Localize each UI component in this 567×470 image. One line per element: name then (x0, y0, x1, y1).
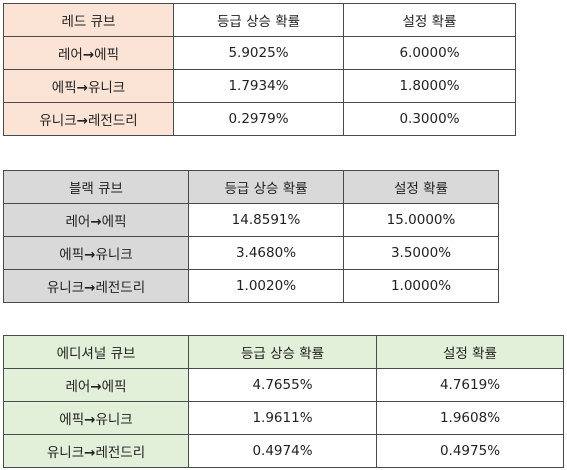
upgrade-rate-value: 1.0020% (188, 269, 344, 303)
tier-from: 에픽 (59, 412, 85, 428)
cube-name-cell: 블랙 큐브 (3, 170, 189, 204)
setting-rate-value: 0.3000% (343, 102, 516, 136)
upgrade-rate-value: 5.9025% (173, 36, 344, 70)
setting-rate-value: 15.0000% (343, 203, 499, 237)
upgrade-rate-value: 0.2979% (173, 102, 344, 136)
table-row: 레어→에픽 14.8591% 15.0000% (3, 203, 499, 237)
setting-rate-value: 0.4975% (376, 434, 564, 468)
tier-transition-cell: 에픽→유니크 (3, 236, 189, 270)
tier-transition-cell: 유니크→레전드리 (3, 102, 174, 136)
arrow-icon: → (82, 47, 95, 63)
upgrade-rate-value: 3.4680% (188, 236, 344, 270)
table-row: 유니크→레전드리 0.4974% 0.4975% (3, 434, 564, 468)
arrow-icon: → (84, 412, 96, 428)
arrow-icon: → (84, 445, 96, 461)
table-row: 유니크→레전드리 1.0020% 1.0000% (3, 269, 499, 303)
cube-name-cell: 레드 큐브 (3, 3, 174, 37)
tier-transition-cell: 에픽→유니크 (3, 69, 174, 103)
tier-to: 에픽 (94, 47, 119, 63)
table-header-row: 에디셔널 큐브 등급 상승 확률 설정 확률 (3, 335, 564, 369)
tier-from: 유니크 (39, 113, 77, 129)
setting-rate-value: 4.7619% (376, 368, 564, 402)
setting-rate-value: 3.5000% (343, 236, 499, 270)
tier-from: 에픽 (59, 247, 85, 263)
tier-transition-cell: 레어→에픽 (3, 203, 189, 237)
tier-from: 레어 (65, 214, 91, 230)
arrow-icon: → (90, 379, 102, 395)
tier-transition-cell: 레어→에픽 (3, 36, 174, 70)
tier-to: 유니크 (95, 412, 133, 428)
table-row: 레어→에픽 4.7655% 4.7619% (3, 368, 564, 402)
tier-to: 유니크 (95, 247, 133, 263)
setting-rate-header: 설정 확률 (343, 170, 499, 204)
upgrade-rate-value: 4.7655% (188, 368, 377, 402)
table-header-row: 블랙 큐브 등급 상승 확률 설정 확률 (3, 170, 499, 204)
tier-transition-cell: 유니크→레전드리 (3, 434, 189, 468)
arrow-icon: → (76, 113, 88, 129)
tier-from: 유니크 (46, 445, 85, 461)
setting-rate-value: 1.0000% (343, 269, 499, 303)
setting-rate-header: 설정 확률 (343, 3, 516, 37)
setting-rate-value: 6.0000% (343, 36, 516, 70)
upgrade-rate-header: 등급 상승 확률 (188, 170, 344, 204)
red-cube-table: 레드 큐브 등급 상승 확률 설정 확률 레어→에픽 5.9025% 6.000… (3, 3, 516, 136)
tier-to: 에픽 (101, 214, 127, 230)
table-row: 에픽→유니크 1.9611% 1.9608% (3, 401, 564, 435)
tier-to: 레전드리 (95, 445, 146, 461)
tier-to: 유니크 (87, 80, 126, 96)
upgrade-rate-value: 14.8591% (188, 203, 344, 237)
table-row: 레어→에픽 5.9025% 6.0000% (3, 36, 516, 70)
arrow-icon: → (84, 247, 96, 263)
setting-rate-header: 설정 확률 (376, 335, 564, 369)
upgrade-rate-header: 등급 상승 확률 (188, 335, 377, 369)
table-row: 에픽→유니크 3.4680% 3.5000% (3, 236, 499, 270)
cube-name-cell: 에디셔널 큐브 (3, 335, 189, 369)
tier-from: 유니크 (46, 280, 85, 296)
arrow-icon: → (90, 214, 102, 230)
tier-transition-cell: 유니크→레전드리 (3, 269, 189, 303)
table-row: 에픽→유니크 1.7934% 1.8000% (3, 69, 516, 103)
tier-from: 에픽 (51, 80, 77, 96)
upgrade-rate-header: 등급 상승 확률 (173, 3, 344, 37)
tier-from: 레어 (65, 379, 91, 395)
table-header-row: 레드 큐브 등급 상승 확률 설정 확률 (3, 3, 516, 37)
setting-rate-value: 1.8000% (343, 69, 516, 103)
table-row: 유니크→레전드리 0.2979% 0.3000% (3, 102, 516, 136)
tier-to: 에픽 (101, 379, 127, 395)
tier-to: 레전드리 (95, 280, 146, 296)
tier-to: 레전드리 (87, 113, 138, 129)
black-cube-table: 블랙 큐브 등급 상승 확률 설정 확률 레어→에픽 14.8591% 15.0… (3, 170, 499, 303)
setting-rate-value: 1.9608% (376, 401, 564, 435)
upgrade-rate-value: 1.7934% (173, 69, 344, 103)
additional-cube-table: 에디셔널 큐브 등급 상승 확률 설정 확률 레어→에픽 4.7655% 4.7… (3, 335, 564, 468)
tier-transition-cell: 에픽→유니크 (3, 401, 189, 435)
tier-transition-cell: 레어→에픽 (3, 368, 189, 402)
tier-from: 레어 (58, 47, 83, 63)
arrow-icon: → (84, 280, 96, 296)
upgrade-rate-value: 1.9611% (188, 401, 377, 435)
arrow-icon: → (76, 80, 88, 96)
upgrade-rate-value: 0.4974% (188, 434, 377, 468)
